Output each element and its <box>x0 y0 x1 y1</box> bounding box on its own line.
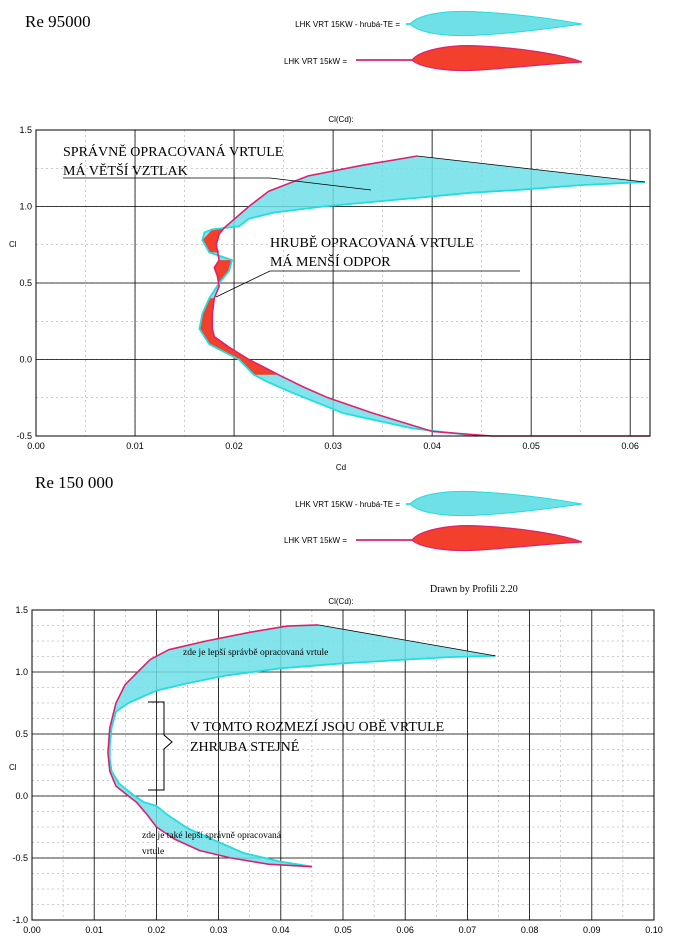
y-tick-label: -0.5 <box>12 853 28 863</box>
x-tick-label: 0.01 <box>85 925 103 935</box>
ticks-1: 0.00 0.01 0.02 0.03 0.04 0.05 0.06 -0.5 0.0 0.5 1.… <box>16 125 638 451</box>
legend-1: LHK VRT 15KW - hrubá-TE = LHK VRT 15kW = <box>284 10 583 72</box>
x-tick-label: 0.04 <box>272 925 290 935</box>
ticks-2: 0.00 0.01 0.02 0.03 0.04 0.05 0.06 0.07 0.08 0.09… <box>12 605 662 935</box>
y-tick-label: 1.0 <box>19 202 32 212</box>
y-tick-label: 1.5 <box>15 605 28 615</box>
series-line-rough <box>198 181 646 437</box>
top-label-2: Cl(Cd): <box>328 597 353 606</box>
ylabel-2: Cl <box>9 763 17 772</box>
y-tick-label: 0.5 <box>15 729 28 739</box>
y-tick-label: -0.5 <box>16 431 32 441</box>
annotation-rough-1: HRUBĚ OPRACOVANÁ VRTULE <box>270 234 474 251</box>
tip-connector-top <box>417 155 646 183</box>
airfoil-proper-icon-2 <box>411 525 583 552</box>
annotation-top-2: zde je lepší správbě opracovaná vrtule <box>183 648 328 658</box>
x-tick-label: 0.09 <box>583 925 601 935</box>
xlabel-1: Cd <box>336 463 346 472</box>
annotations-2: zde je lepší správbě opracovaná vrtule V… <box>142 648 444 857</box>
chart-1: Re 95000 LHK VRT 15KW - hrubá-TE = LHK V… <box>9 10 651 472</box>
y-tick-label: 1.5 <box>19 125 32 135</box>
airfoil-rough-icon <box>409 10 583 37</box>
x-tick-label: 0.10 <box>645 925 663 935</box>
annotations-1: SPRÁVNĚ OPRACOVANÁ VRTULE MÁ VĚTŠÍ VZTLA… <box>63 143 520 298</box>
y-tick-label: 0.0 <box>15 791 28 801</box>
x-tick-label: 0.07 <box>459 925 477 935</box>
plot-frame-2 <box>31 609 655 921</box>
re-label-2: Re 150 000 <box>35 473 113 492</box>
legend-label-proper: LHK VRT 15kW = <box>284 57 347 66</box>
plot-frame-1 <box>35 129 651 437</box>
legend-label-proper-2: LHK VRT 15kW = <box>284 536 347 545</box>
y-tick-label: 0.5 <box>19 278 32 288</box>
x-tick-label: 0.05 <box>334 925 352 935</box>
legend-label-rough: LHK VRT 15KW - hrubá-TE = <box>295 20 400 29</box>
ylabel-1: Cl <box>9 240 17 249</box>
annotation-rough-2: MÁ MENŠÍ ODPOR <box>270 253 391 270</box>
y-tick-label: 1.0 <box>15 667 28 677</box>
credit: Drawn by Profili 2.20 <box>430 584 518 595</box>
range-bracket <box>148 701 173 791</box>
x-tick-label: 0.00 <box>27 441 45 451</box>
legend-2: LHK VRT 15KW - hrubá-TE = LHK VRT 15kW = <box>284 490 583 552</box>
series-line-proper <box>107 624 319 868</box>
x-tick-label: 0.02 <box>225 441 243 451</box>
x-tick-label: 0.03 <box>210 925 228 935</box>
series-fill-1 <box>199 156 650 436</box>
x-tick-label: 0.00 <box>23 925 41 935</box>
region-red-mid <box>202 226 239 253</box>
series-lines-2 <box>107 624 496 868</box>
airfoil-rough-icon-2 <box>409 490 583 517</box>
legend-label-rough-2: LHK VRT 15KW - hrubá-TE = <box>295 500 400 509</box>
series-line-proper <box>211 155 650 437</box>
leader-line-rough <box>215 270 520 298</box>
x-tick-label: 0.03 <box>324 441 342 451</box>
x-tick-label: 0.05 <box>522 441 540 451</box>
annotation-proper-1: SPRÁVNĚ OPRACOVANÁ VRTULE <box>63 143 283 160</box>
x-tick-label: 0.06 <box>396 925 414 935</box>
region-red-upper <box>214 260 233 283</box>
annotation-bottom-1: zde je také lepší správně opracovaná <box>142 831 282 841</box>
tip-connector-top <box>318 624 496 657</box>
airfoil-proper-icon <box>411 45 583 72</box>
x-tick-label: 0.06 <box>621 441 639 451</box>
x-tick-label: 0.08 <box>521 925 539 935</box>
x-tick-label: 0.01 <box>126 441 144 451</box>
annotation-middle-1: V TOMTO ROZMEZÍ JSOU OBĚ VRTULE <box>190 718 444 735</box>
leader-line-proper <box>63 177 372 191</box>
y-tick-label: 0.0 <box>19 355 32 365</box>
x-tick-label: 0.02 <box>148 925 166 935</box>
top-label-1: Cl(Cd): <box>328 115 353 124</box>
annotation-middle-2: ZHRUBA STEJNÉ <box>190 738 299 755</box>
annotation-proper-2: MÁ VĚTŠÍ VZTLAK <box>63 162 188 179</box>
x-tick-label: 0.04 <box>423 441 441 451</box>
chart-2: Re 150 000 LHK VRT 15KW - hrubá-TE = LHK… <box>9 473 663 935</box>
region-red-lower <box>199 298 279 375</box>
series-line-rough <box>108 655 496 868</box>
y-tick-label: -1.0 <box>12 915 28 925</box>
re-label-1: Re 95000 <box>25 12 91 31</box>
annotation-bottom-2: vrtule <box>142 847 164 857</box>
region-between-curves <box>199 156 650 436</box>
